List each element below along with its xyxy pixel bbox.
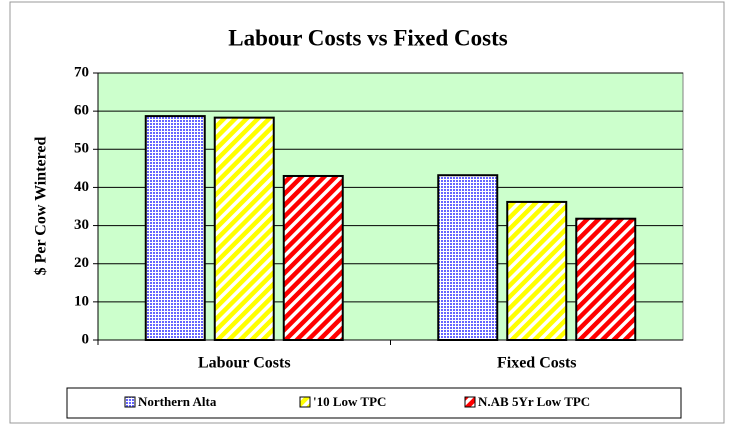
legend-swatch (124, 396, 136, 408)
y-tick-label: 20 (74, 255, 89, 271)
y-tick-label: 60 (74, 103, 89, 119)
legend-swatch (464, 396, 476, 408)
y-tick-label: 70 (74, 64, 89, 80)
y-tick-label: 40 (74, 179, 89, 195)
legend-swatch (299, 396, 311, 408)
legend-label: N.AB 5Yr Low TPC (478, 394, 590, 409)
bar (506, 200, 568, 341)
bar (282, 174, 344, 341)
bar (144, 115, 206, 341)
y-tick-label: 0 (82, 331, 90, 347)
y-tick-label: 10 (74, 293, 89, 309)
legend-label: Northern Alta (138, 394, 217, 409)
x-tick-label: Fixed Costs (497, 355, 577, 372)
y-tick-label: 30 (74, 217, 89, 233)
y-tick-label: 50 (74, 141, 89, 157)
x-tick-label: Labour Costs (198, 355, 291, 372)
legend-label: '10 Low TPC (313, 394, 386, 409)
y-axis-label: $ Per Cow Wintered (33, 137, 50, 276)
bar (437, 174, 499, 341)
bar (213, 116, 275, 342)
bar (575, 217, 637, 342)
chart-title: Labour Costs vs Fixed Costs (228, 25, 507, 50)
legend-box (66, 387, 682, 419)
